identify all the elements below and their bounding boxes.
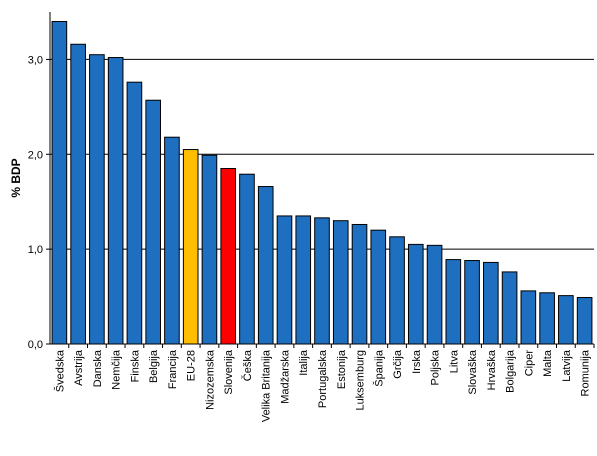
x-category-label: Bolgarija [505,349,517,393]
x-category-label: Španija [372,349,385,387]
x-category-label: Malta [542,349,554,377]
y-tick-label: 2,0 [28,149,43,161]
bar-finska [126,81,143,345]
bar-eu-28 [182,149,199,345]
bar-slovaška [464,260,480,345]
x-category-label: Irska [411,349,423,374]
bar-bolgarija [501,271,518,345]
bar-estonija [332,220,349,345]
x-category-label: Portugalska [317,349,329,408]
x-category-label: Madžarska [279,349,291,404]
x-category-label: Slovaška [467,349,479,395]
bar-portugalska [314,217,330,345]
bar-poljska [426,244,443,345]
bar-ciper [520,290,537,345]
bar-malta [539,292,555,345]
bar-danska [89,54,105,345]
bar-hrvaška [483,261,499,345]
bar-irska [407,243,424,345]
y-tick-label: 1,0 [28,244,43,256]
bar-avstrija [70,43,86,345]
bar-nizozemska [201,154,218,345]
x-category-label: Finska [129,349,141,382]
x-category-label: Velika Britanija [261,349,273,422]
bar-španija [370,229,387,345]
bar-italija [295,215,312,345]
bar-madžarska [276,215,293,345]
x-category-label: Hrvaška [486,349,498,390]
bar-belgija [145,99,161,345]
y-tick-label: 3,0 [28,54,43,66]
x-category-label: Luksemburg [355,350,367,411]
x-category-label: Litva [448,349,460,373]
x-category-label: Slovenija [223,349,235,395]
y-axis-ticks: 0,0 1,0 2,0 3,0 [28,54,50,351]
bar-nemčija [107,57,124,345]
y-axis-title: % BDP [9,158,23,197]
x-category-label: Poljska [430,349,442,385]
x-category-label: Latvija [561,349,573,382]
x-category-label: EU-28 [186,350,198,381]
x-category-label: Nizozemska [204,349,216,410]
bar-češka [239,173,255,345]
bar-latvija [558,295,574,345]
bar-romunija [576,297,593,345]
x-category-label: Belgija [148,349,160,383]
bar-luksemburg [351,223,368,345]
bar-grčija [389,236,405,345]
x-category-label: Romunija [580,349,592,396]
x-category-label: Estonija [336,349,348,389]
bars [51,20,593,345]
x-axis-labels: Švedska Avstrija Danska Nemčija Finska Belgij… [53,344,595,422]
x-category-label: Grčija [392,349,404,379]
bar-litva [445,259,462,345]
y-tick-label: 0,0 [28,339,43,351]
x-category-label: Danska [92,349,104,387]
bar-francija [164,136,180,345]
x-category-label: Italija [298,349,310,376]
x-category-label: Švedska [53,349,66,392]
bar-švedska [51,20,68,345]
bar-velika-britanija [257,186,274,345]
bar-slovenija [220,168,237,345]
x-category-label: Avstrija [73,349,85,386]
x-category-label: Ciper [523,350,535,377]
x-category-label: Češka [241,349,254,381]
x-category-label: Francija [167,349,179,389]
x-category-label: Nemčija [111,349,123,390]
